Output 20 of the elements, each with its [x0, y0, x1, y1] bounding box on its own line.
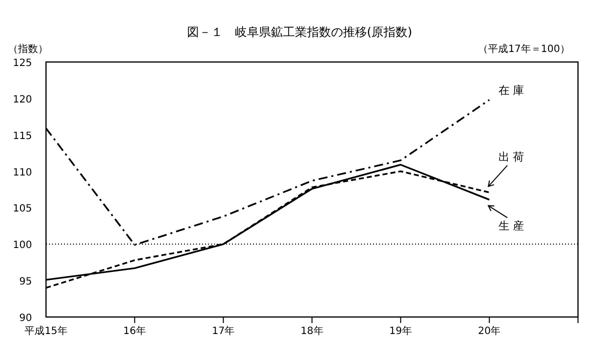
x-tick-label: 19年 — [389, 325, 412, 337]
series-label: 在 庫 — [498, 84, 524, 97]
chart-title: 図－１ 岐阜県鉱工業指数の推移(原指数) — [186, 25, 412, 39]
y-tick-label: 105 — [12, 204, 32, 215]
x-tick-label: 平成15年 — [24, 325, 68, 337]
x-tick-label: 17年 — [212, 325, 235, 337]
y-tick-label: 95 — [19, 276, 32, 288]
y-tick-label: 120 — [12, 94, 32, 106]
y-tick-label: 115 — [12, 130, 32, 142]
y-tick-label: 110 — [12, 167, 32, 178]
x-tick-label: 18年 — [300, 325, 324, 337]
legend-label: 生 産 — [498, 220, 524, 233]
text: （平成17年＝100） — [478, 43, 570, 55]
y-tick-label: 125 — [12, 58, 32, 69]
text: 出 荷 — [498, 150, 524, 164]
y-axis-title: （指数） — [8, 43, 48, 55]
y-tick-label: 100 — [12, 240, 32, 252]
y-tick-label: 90 — [19, 313, 32, 324]
x-tick-label: 16年 — [123, 325, 146, 337]
x-tick-label: 20年 — [478, 325, 501, 337]
